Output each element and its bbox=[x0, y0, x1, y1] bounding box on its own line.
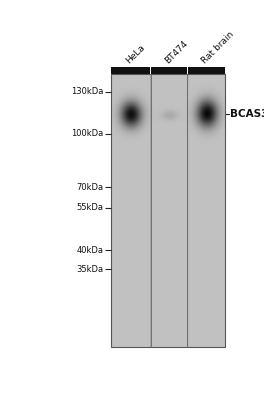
Bar bbox=[111, 67, 150, 74]
Text: 35kDa: 35kDa bbox=[77, 265, 103, 274]
Text: 55kDa: 55kDa bbox=[77, 203, 103, 212]
Text: 130kDa: 130kDa bbox=[71, 87, 103, 96]
Text: BCAS3: BCAS3 bbox=[230, 109, 264, 119]
Text: BT474: BT474 bbox=[163, 39, 189, 66]
Bar bbox=[151, 67, 187, 74]
Text: Rat brain: Rat brain bbox=[200, 30, 236, 66]
Bar bbox=[111, 74, 225, 347]
Bar bbox=[188, 67, 225, 74]
Text: HeLa: HeLa bbox=[124, 43, 147, 66]
Text: 100kDa: 100kDa bbox=[71, 129, 103, 138]
Text: 70kDa: 70kDa bbox=[77, 183, 103, 192]
Text: 40kDa: 40kDa bbox=[77, 246, 103, 255]
